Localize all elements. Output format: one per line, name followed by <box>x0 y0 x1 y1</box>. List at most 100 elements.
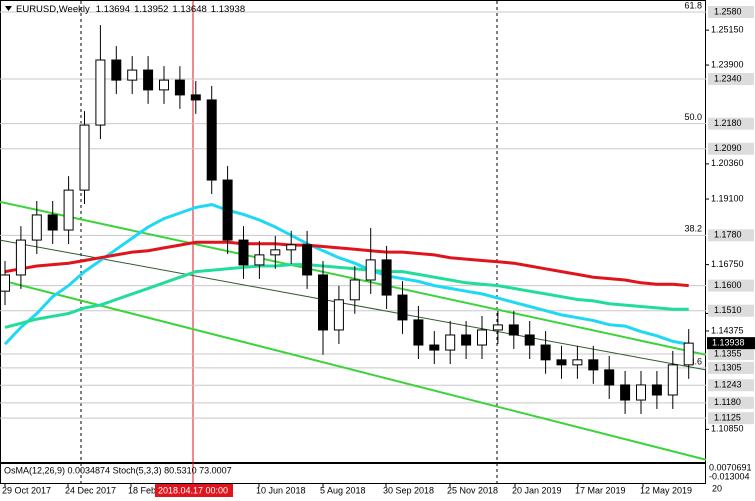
moving-average <box>4 263 689 329</box>
candle-body <box>127 69 138 81</box>
plot-layer: 61.850.038.223.6 <box>0 0 707 461</box>
y-tick-label: 1.19100 <box>711 193 744 203</box>
level-label: 1.2340 <box>714 73 742 83</box>
candle-body <box>556 359 567 366</box>
level-label: 1.2580 <box>714 6 742 16</box>
fib-label: 61.8 <box>684 0 702 10</box>
moving-average <box>4 240 689 288</box>
candle-body <box>477 329 487 346</box>
candle-body <box>111 59 122 81</box>
level-label: 1.2180 <box>714 118 742 128</box>
level-box <box>708 73 754 86</box>
fib-label: 50.0 <box>684 112 702 122</box>
candle-body <box>604 369 615 386</box>
candle-body <box>620 384 631 401</box>
x-tick-label: 20 Jan 2019 <box>512 485 562 495</box>
candle-body <box>540 344 551 361</box>
candle-body <box>95 59 106 126</box>
level-label: 1.1510 <box>714 305 742 315</box>
x-tick-label: 18 Feb 2018 <box>128 485 179 495</box>
level-box <box>708 379 754 392</box>
candle-body <box>318 274 328 331</box>
candle-body <box>667 364 678 396</box>
crosshair-label-box <box>155 484 233 497</box>
x-tick-label: 30 Sep 2018 <box>383 485 434 495</box>
level-box <box>708 117 754 130</box>
indicator-axis-label: 0.0070691 <box>709 462 752 472</box>
level-label: 1.1355 <box>714 348 742 358</box>
candle-body <box>143 69 154 91</box>
x-tick-label: 5 Aug 2018 <box>320 485 366 495</box>
candle-body <box>365 259 376 281</box>
indicator-axis-label: 20 <box>712 483 722 493</box>
candle-body <box>0 274 10 292</box>
level-label: 1.1600 <box>714 280 742 290</box>
candle-body <box>190 94 201 101</box>
x-tick-label: 29 Oct 2017 <box>2 485 51 495</box>
candle-body <box>651 384 662 396</box>
level-box <box>708 396 754 409</box>
open: 1.13694 <box>96 4 130 15</box>
candle-body <box>159 79 169 91</box>
trend-line <box>0 239 707 371</box>
y-tick-label: 1.23900 <box>711 59 744 69</box>
y-tick-label: 1.16750 <box>711 259 744 269</box>
candle-body <box>413 319 424 346</box>
current-price-label: 1.13938 <box>712 338 745 348</box>
y-tick-label: 1.10850 <box>711 424 744 434</box>
y-tick-label: 1.14375 <box>711 325 744 335</box>
candle-body <box>636 384 646 401</box>
candle-body <box>206 99 217 181</box>
fib-label: 38.2 <box>684 224 702 234</box>
y-tick-label: 1.20360 <box>711 158 744 168</box>
high: 1.13952 <box>134 4 168 15</box>
level-box <box>708 229 754 242</box>
candle-body <box>15 239 26 276</box>
level-box <box>708 361 754 374</box>
candle-body <box>349 279 360 301</box>
candle-body <box>79 124 90 191</box>
candle-body <box>683 342 694 366</box>
indicator-axis-label: -0.013004 <box>709 471 750 481</box>
symbol: EURUSD,Weekly <box>16 4 90 15</box>
menu-arrow <box>5 6 12 11</box>
level-box <box>708 142 754 155</box>
candle-body <box>333 299 344 331</box>
level-box <box>708 412 754 425</box>
x-tick-label: 12 May 2019 <box>640 485 692 495</box>
close: 1.13938 <box>211 4 245 15</box>
candle-body <box>238 239 249 266</box>
candle-body <box>429 344 440 351</box>
candle-body <box>524 334 535 346</box>
current-price-box <box>707 337 755 350</box>
candle-body <box>47 214 58 231</box>
level-label: 1.1125 <box>714 413 741 423</box>
candle-body <box>174 79 185 96</box>
level-label: 1.2090 <box>714 143 742 153</box>
x-tick-label: 25 Nov 2018 <box>447 485 498 495</box>
x-tick-label: 17 Mar 2019 <box>575 485 626 495</box>
level-box <box>708 6 754 19</box>
chart-header: EURUSD,Weekly 1.13694 1.13952 1.13648 1.1393… <box>16 4 245 15</box>
level-box <box>708 304 754 317</box>
candle-body <box>286 244 297 251</box>
level-box <box>708 347 754 360</box>
candle-body <box>222 179 233 241</box>
candle-body <box>270 249 281 256</box>
x-tick-label: 10 Jun 2018 <box>256 485 306 495</box>
indicator-label: OsMA(12,26,9) 0.0034874 Stoch(5,3,3) 80.… <box>4 465 232 475</box>
candle-body <box>445 334 456 351</box>
trend-line <box>0 279 707 461</box>
level-label: 1.1243 <box>714 380 742 390</box>
level-label: 1.1305 <box>714 362 742 372</box>
y-tick-label: 1.25150 <box>711 25 744 35</box>
candle-body <box>508 324 519 336</box>
x-tick-label: 24 Dec 2017 <box>65 485 116 495</box>
candle-body <box>572 359 583 366</box>
candle-body <box>492 324 503 331</box>
candle-body <box>588 359 599 371</box>
indicator-frame <box>0 463 706 484</box>
candle-body <box>254 254 265 266</box>
low: 1.13648 <box>172 4 206 15</box>
